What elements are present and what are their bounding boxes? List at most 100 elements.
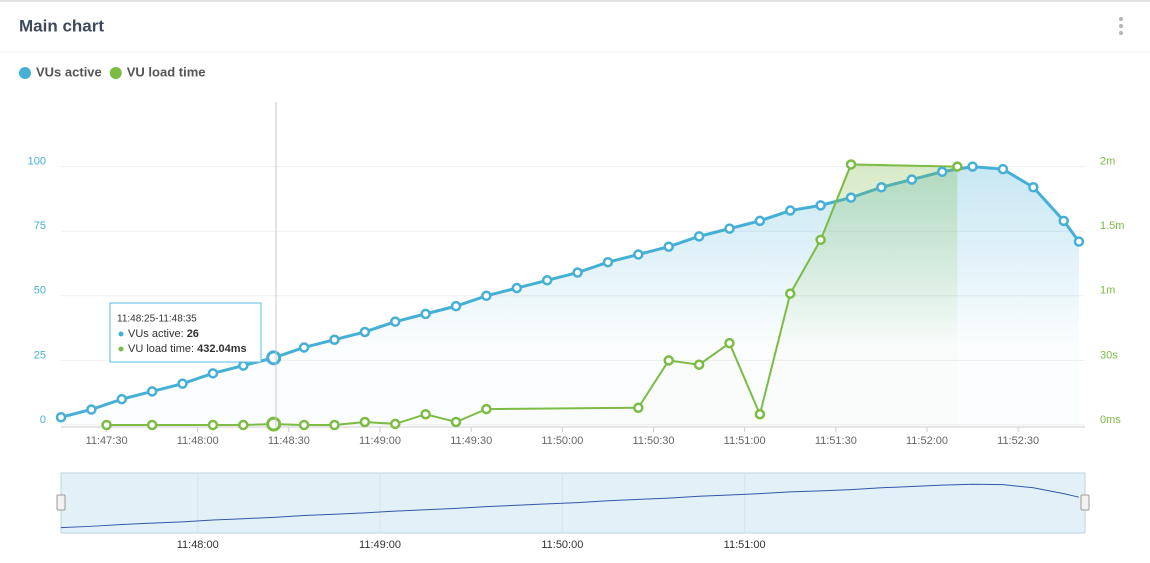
point[interactable]	[420, 408, 431, 420]
point[interactable]	[724, 337, 735, 349]
point[interactable]	[815, 234, 826, 246]
point[interactable]	[754, 408, 766, 420]
legend: VUs active VU load time	[19, 64, 206, 79]
legend-swatch	[109, 67, 122, 79]
legend-label[interactable]: VU load time	[127, 64, 206, 79]
y-tick-label: 0	[40, 414, 46, 426]
x-tick-label: 11:49:00	[359, 435, 401, 447]
y-tick-label: 100	[28, 156, 46, 168]
tooltip-row: VUs active: 26	[128, 328, 199, 340]
tooltip-label: VUs active:	[128, 328, 187, 340]
legend-label[interactable]: VUs active	[36, 64, 102, 79]
point[interactable]	[146, 419, 158, 431]
navigator[interactable]: 11:48:00 11:49:00 11:50:00 11:51:00	[56, 472, 1090, 551]
point[interactable]	[785, 205, 796, 216]
point[interactable]	[207, 368, 219, 379]
x-tick-label: 11:48:30	[268, 435, 310, 447]
tooltip-bullet	[118, 331, 124, 337]
y-tick-label: 25	[34, 349, 46, 361]
point[interactable]	[572, 267, 583, 278]
tooltip-time: 11:48:25-11:48:35	[117, 314, 197, 325]
point[interactable]	[952, 161, 963, 172]
point[interactable]	[389, 316, 401, 327]
point[interactable]	[146, 386, 158, 397]
point[interactable]	[997, 163, 1009, 175]
tooltip: 11:48:25-11:48:35 VUs active: 26 VU load…	[109, 302, 262, 363]
point[interactable]	[298, 419, 310, 431]
point[interactable]	[101, 419, 112, 431]
plot: 0 25 50 75 100 0ms 30s 1m 1.5m 2m 11:47:30 11:48:00…	[28, 156, 1125, 447]
navigator-handle[interactable]	[56, 494, 66, 511]
point[interactable]	[359, 416, 371, 428]
point[interactable]	[359, 326, 371, 338]
navigator-handle[interactable]	[1080, 494, 1090, 511]
x-tick-label: 11:51:00	[724, 435, 766, 447]
point[interactable]	[754, 215, 766, 227]
x-tick-label: 11:52:00	[906, 435, 948, 447]
point[interactable]	[845, 159, 857, 170]
point[interactable]	[967, 161, 978, 172]
point[interactable]	[785, 288, 796, 299]
point[interactable]	[238, 360, 249, 371]
point[interactable]	[450, 416, 462, 428]
navigator-tick-label: 11:50:00	[541, 539, 583, 551]
point[interactable]	[1073, 236, 1085, 247]
point[interactable]	[450, 300, 462, 312]
panel-title: Main chart	[19, 16, 104, 35]
navigator-tick-label: 11:49:00	[359, 539, 401, 551]
point[interactable]	[936, 166, 948, 178]
point[interactable]	[693, 231, 705, 242]
point[interactable]	[238, 419, 249, 431]
point[interactable]	[86, 404, 97, 415]
point[interactable]	[329, 419, 340, 431]
y-tick-label: 50	[34, 285, 46, 297]
point[interactable]	[906, 174, 918, 185]
point[interactable]	[420, 308, 431, 320]
point[interactable]	[815, 200, 826, 211]
point[interactable]	[724, 223, 735, 234]
point[interactable]	[389, 418, 401, 430]
point[interactable]	[876, 182, 887, 193]
menu-button[interactable]	[1119, 17, 1123, 35]
point[interactable]	[511, 282, 523, 294]
point[interactable]	[541, 275, 553, 286]
point[interactable]	[1028, 182, 1039, 193]
tooltip-bullet	[118, 346, 124, 352]
point[interactable]	[663, 241, 674, 252]
navigator-tick-label: 11:48:00	[177, 539, 219, 551]
point[interactable]	[633, 402, 644, 414]
x-tick-label: 11:47:30	[86, 435, 128, 447]
point[interactable]	[481, 403, 492, 415]
point[interactable]	[266, 350, 282, 366]
y2-tick-label: 1.5m	[1100, 220, 1124, 232]
x-tick-label: 11:50:30	[633, 435, 675, 447]
point[interactable]	[266, 416, 282, 432]
legend-swatch	[19, 67, 31, 79]
point[interactable]	[481, 290, 492, 302]
point[interactable]	[177, 378, 188, 389]
tooltip-label: VU load time:	[128, 343, 197, 355]
point[interactable]	[663, 355, 674, 366]
area	[106, 164, 958, 426]
point[interactable]	[329, 334, 340, 345]
point[interactable]	[116, 393, 128, 405]
point[interactable]	[1058, 215, 1069, 227]
menu-dot	[1119, 31, 1123, 35]
y-tick-label: 75	[34, 220, 46, 232]
navigator-tick-label: 11:51:00	[724, 539, 766, 551]
y2-tick-label: 2m	[1100, 156, 1115, 168]
point[interactable]	[633, 249, 644, 260]
point[interactable]	[693, 359, 705, 370]
menu-dot	[1119, 17, 1123, 21]
point[interactable]	[55, 411, 67, 423]
menu-dot	[1119, 24, 1123, 28]
point[interactable]	[298, 342, 310, 353]
y2-tick-label: 0ms	[1100, 414, 1121, 426]
tooltip-value: 26	[187, 328, 199, 340]
point[interactable]	[845, 192, 857, 203]
point[interactable]	[602, 256, 614, 268]
point[interactable]	[207, 419, 219, 431]
y2-tick-label: 30s	[1100, 349, 1118, 361]
